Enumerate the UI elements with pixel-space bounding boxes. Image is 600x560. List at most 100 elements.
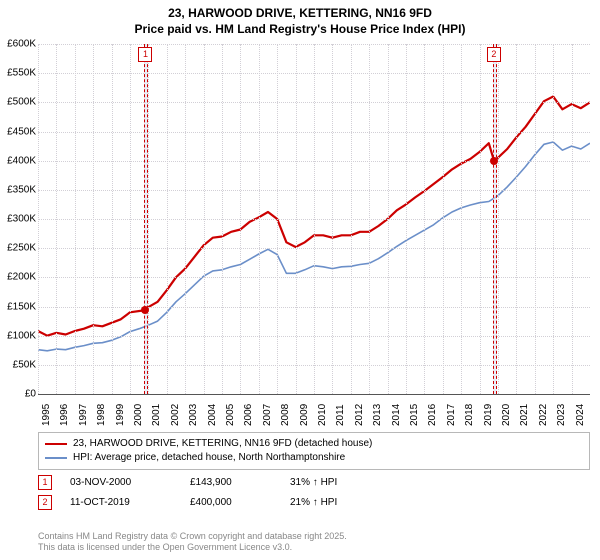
gridline-v: [332, 44, 333, 394]
gridline-v: [388, 44, 389, 394]
gridline-v: [185, 44, 186, 394]
x-axis-label: 2012: [354, 404, 365, 426]
gridline-v: [461, 44, 462, 394]
x-axis-label: 2008: [280, 404, 291, 426]
gridline-v: [277, 44, 278, 394]
x-axis-label: 2014: [391, 404, 402, 426]
gridline-v: [75, 44, 76, 394]
gridline-v: [130, 44, 131, 394]
y-axis-label: £250K: [0, 243, 36, 254]
gridline-v: [38, 44, 39, 394]
gridline-v: [572, 44, 573, 394]
gridline-v: [406, 44, 407, 394]
x-axis-label: 2022: [538, 404, 549, 426]
x-axis-label: 2015: [409, 404, 420, 426]
x-axis-label: 2010: [317, 404, 328, 426]
gridline-v: [369, 44, 370, 394]
y-axis-label: £500K: [0, 97, 36, 108]
x-axis-label: 2017: [446, 404, 457, 426]
y-axis-label: £300K: [0, 214, 36, 225]
gridline-v: [240, 44, 241, 394]
sale-marker-band: [493, 44, 497, 394]
y-axis-label: £50K: [0, 359, 36, 370]
x-axis-label: 2019: [483, 404, 494, 426]
x-axis-label: 2000: [133, 404, 144, 426]
gridline-v: [222, 44, 223, 394]
sales-row-badge: 1: [38, 475, 52, 490]
x-axis-label: 2009: [299, 404, 310, 426]
x-axis-label: 2005: [225, 404, 236, 426]
footnote-line2: This data is licensed under the Open Gov…: [38, 542, 347, 554]
gridline-v: [296, 44, 297, 394]
gridline-v: [498, 44, 499, 394]
gridline-v: [351, 44, 352, 394]
chart-title-line1: 23, HARWOOD DRIVE, KETTERING, NN16 9FD: [0, 0, 600, 22]
gridline-v: [314, 44, 315, 394]
x-axis-label: 2016: [427, 404, 438, 426]
x-axis-label: 1997: [78, 404, 89, 426]
x-axis-label: 1999: [115, 404, 126, 426]
y-axis-label: £100K: [0, 330, 36, 341]
legend-label-property: 23, HARWOOD DRIVE, KETTERING, NN16 9FD (…: [73, 437, 372, 451]
footnote: Contains HM Land Registry data © Crown c…: [38, 531, 347, 554]
sales-table: 103-NOV-2000£143,90031% ↑ HPI 2 11-OCT-201…: [38, 472, 390, 512]
chart-title-line2: Price paid vs. HM Land Registry's House …: [0, 22, 600, 40]
y-axis-label: £350K: [0, 184, 36, 195]
sales-row: 103-NOV-2000£143,90031% ↑ HPI: [38, 472, 390, 492]
sales-row-price: £143,900: [190, 477, 290, 488]
x-axis-label: 2006: [243, 404, 254, 426]
sales-row-badge: 2: [38, 495, 52, 510]
legend-swatch-hpi: [45, 457, 67, 459]
sale-dot: [141, 306, 149, 314]
x-axis-label: 2018: [464, 404, 475, 426]
x-axis-label: 2007: [262, 404, 273, 426]
gridline-v: [93, 44, 94, 394]
x-axis-label: 2023: [556, 404, 567, 426]
x-axis-label: 1998: [96, 404, 107, 426]
sales-row: 2 11-OCT-2019£400,00021% ↑ HPI: [38, 492, 390, 512]
x-axis-label: 2021: [519, 404, 530, 426]
legend-row-property: 23, HARWOOD DRIVE, KETTERING, NN16 9FD (…: [45, 437, 583, 451]
gridline-v: [535, 44, 536, 394]
y-axis-label: £400K: [0, 155, 36, 166]
legend-label-hpi: HPI: Average price, detached house, Nort…: [73, 451, 345, 465]
gridline-h: [38, 394, 590, 395]
y-axis-label: £200K: [0, 272, 36, 283]
y-axis-label: £150K: [0, 301, 36, 312]
sale-marker-badge: 1: [138, 47, 152, 62]
legend-swatch-property: [45, 443, 67, 445]
x-axis-label: 1995: [41, 404, 52, 426]
gridline-v: [204, 44, 205, 394]
gridline-v: [443, 44, 444, 394]
y-axis-label: £550K: [0, 68, 36, 79]
x-axis-label: 2020: [501, 404, 512, 426]
x-axis-label: 2004: [207, 404, 218, 426]
y-axis-label: £450K: [0, 126, 36, 137]
x-axis-label: 2024: [575, 404, 586, 426]
chart-plot-area: £0£50K£100K£150K£200K£250K£300K£350K£400…: [38, 44, 590, 394]
gridline-v: [259, 44, 260, 394]
x-axis-label: 2013: [372, 404, 383, 426]
y-axis-label: £0: [0, 389, 36, 400]
footnote-line1: Contains HM Land Registry data © Crown c…: [38, 531, 347, 543]
sales-row-price: £400,000: [190, 497, 290, 508]
legend-box: 23, HARWOOD DRIVE, KETTERING, NN16 9FD (…: [38, 432, 590, 470]
x-axis-label: 2003: [188, 404, 199, 426]
chart-container: 23, HARWOOD DRIVE, KETTERING, NN16 9FD P…: [0, 0, 600, 560]
sale-dot: [490, 157, 498, 165]
y-axis-label: £600K: [0, 39, 36, 50]
gridline-v: [516, 44, 517, 394]
sale-marker-band: [144, 44, 148, 394]
gridline-v: [148, 44, 149, 394]
gridline-v: [112, 44, 113, 394]
sales-row-diff: 21% ↑ HPI: [290, 497, 390, 508]
x-axis-label: 2001: [151, 404, 162, 426]
gridline-v: [553, 44, 554, 394]
sale-marker-badge: 2: [487, 47, 501, 62]
gridline-v: [480, 44, 481, 394]
gridline-v: [167, 44, 168, 394]
x-axis-label: 2011: [335, 404, 346, 426]
sales-row-date: 11-OCT-2019: [70, 497, 190, 508]
x-axis-label: 2002: [170, 404, 181, 426]
gridline-v: [424, 44, 425, 394]
